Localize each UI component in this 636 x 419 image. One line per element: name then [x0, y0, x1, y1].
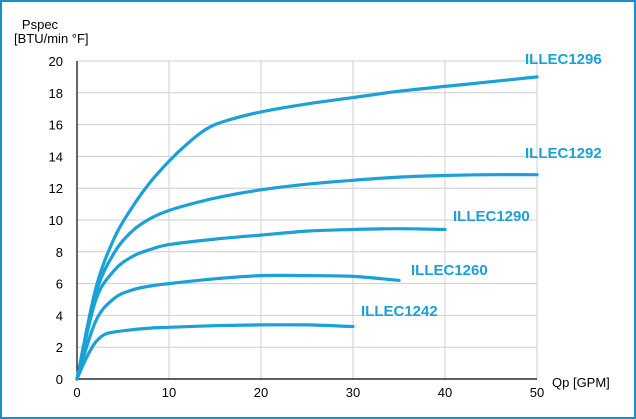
- series-line-illec1292: [75, 173, 539, 381]
- y-tick-labels: 0 2 4 6 8 10 12 14 16 18 20: [49, 54, 63, 387]
- y-tick-label: 6: [56, 277, 63, 292]
- x-tick-label: 40: [438, 385, 452, 400]
- x-tick-label: 30: [346, 385, 360, 400]
- y-tick-label: 20: [49, 54, 63, 69]
- series-labels: ILLEC1296 ILLEC1292 ILLEC1290 ILLEC1260 ILLE…: [361, 51, 602, 320]
- y-tick-label: 4: [56, 308, 63, 323]
- y-tick-label: 14: [49, 149, 63, 164]
- y-tick-label: 0: [56, 372, 63, 387]
- x-axis-label: Qp [GPM]: [552, 375, 610, 390]
- x-tick-label: 10: [162, 385, 176, 400]
- y-tick-label: 18: [49, 86, 63, 101]
- x-tick-label: 0: [73, 385, 80, 400]
- series-line-illec1260: [75, 273, 401, 381]
- axes: [76, 61, 537, 380]
- series-label-illec1296: ILLEC1296: [525, 51, 602, 68]
- x-tick-labels: 0 10 20 30 40 50: [73, 385, 544, 400]
- series-line-illec1290: [75, 227, 447, 381]
- x-tick-label: 20: [254, 385, 268, 400]
- series-line-illec1242: [75, 323, 355, 381]
- y-axis-label-line2: [BTU/min °F]: [14, 31, 89, 46]
- series-label-illec1292: ILLEC1292: [525, 145, 602, 162]
- x-tick-label: 50: [530, 385, 544, 400]
- y-tick-label: 2: [56, 340, 63, 355]
- y-tick-label: 12: [49, 181, 63, 196]
- series-lines: [75, 75, 539, 381]
- series-label-illec1242: ILLEC1242: [361, 303, 438, 320]
- series-label-illec1290: ILLEC1290: [453, 208, 530, 225]
- y-tick-label: 10: [49, 213, 63, 228]
- y-axis-label-line1: Pspec: [22, 17, 59, 32]
- y-tick-label: 8: [56, 245, 63, 260]
- series-line-illec1296: [75, 75, 539, 381]
- y-tick-label: 16: [49, 118, 63, 133]
- series-label-illec1260: ILLEC1260: [411, 262, 488, 279]
